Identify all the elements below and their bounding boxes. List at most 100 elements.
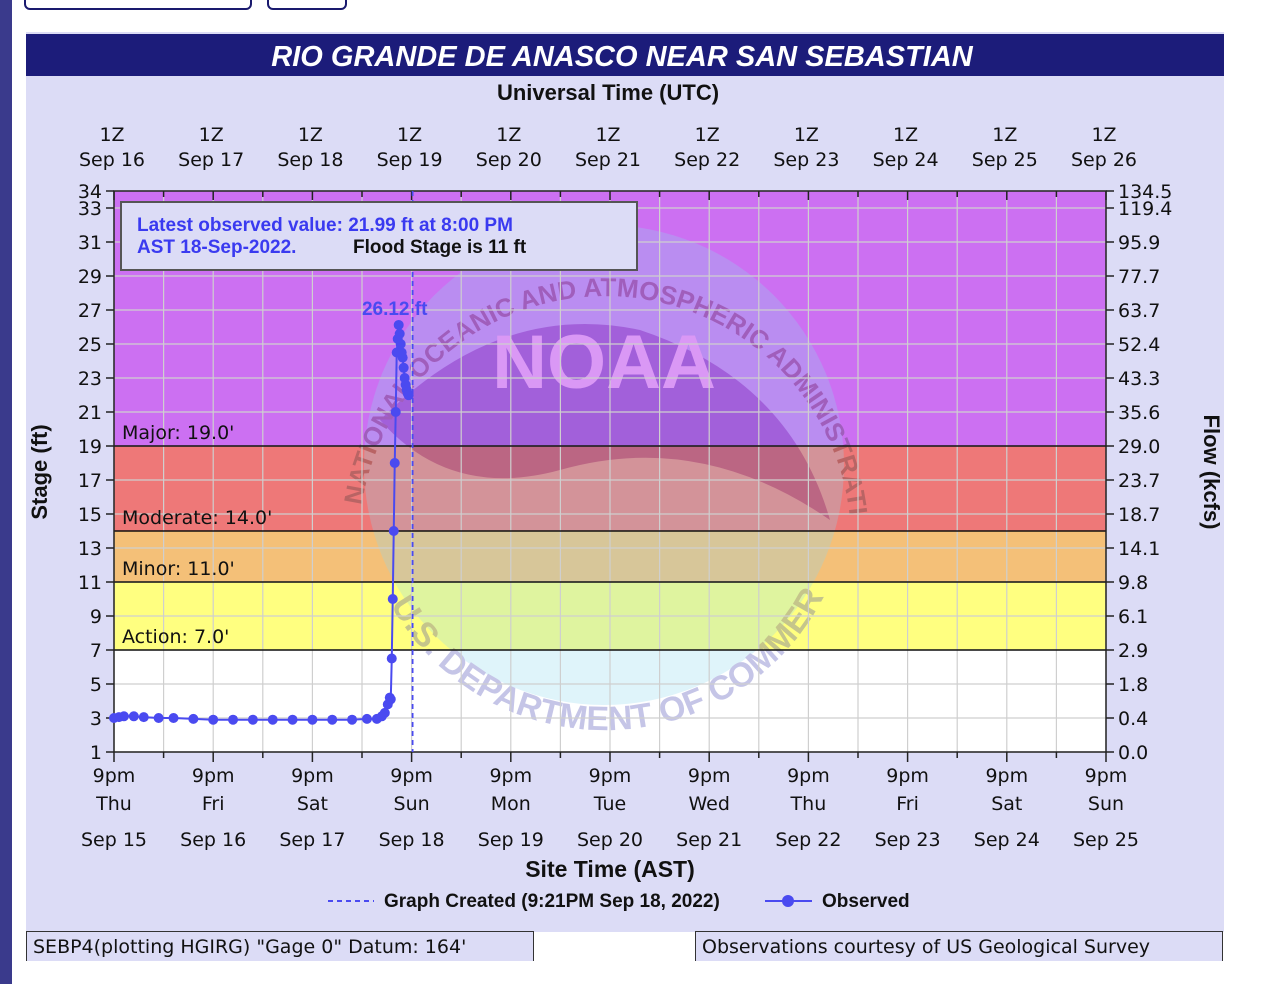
x-tick-label: 9pm [688,765,731,787]
x-tick-label: 9pm [787,765,830,787]
observed-point [347,714,358,725]
observed-point [247,714,258,725]
flood-stage-text: Flood Stage is 11 ft [353,237,527,258]
observed-point [307,714,318,725]
x-tick-date: Sep 18 [379,829,445,851]
top-nav-button[interactable] [267,0,347,10]
x-top-tick-date: Sep 24 [873,149,939,171]
y2-tick-label: 1.8 [1118,674,1148,696]
x-top-tick-date: Sep 16 [79,149,145,171]
x-tick-date: Sep 23 [875,829,941,851]
y2-tick-label: 77.7 [1118,266,1160,288]
observed-point [138,712,149,723]
y2-tick-label: 18.7 [1118,504,1160,526]
y2-tick-label: 35.6 [1118,402,1160,424]
y-tick-label: 1 [90,742,102,764]
y-tick-label: 33 [78,198,102,220]
x-top-tick-label: 1Z [794,124,819,146]
x-tick-label: 9pm [1085,765,1128,787]
observed-point [118,711,129,722]
y2-tick-label: 0.0 [1118,742,1148,764]
y2-tick-label: 134.5 [1118,181,1172,203]
y-tick-label: 25 [78,334,102,356]
latest-value-date: AST 18-Sep-2022. [137,237,296,258]
y-tick-label: 23 [78,368,102,390]
page-left-bar [0,0,12,984]
title-bar [26,34,1224,76]
x-tick-label: 9pm [93,765,136,787]
legend-graph-created: Graph Created (9:21PM Sep 18, 2022) [384,891,720,912]
y2-tick-label: 43.3 [1118,368,1160,390]
x-tick-day: Fri [896,793,919,815]
y2-tick-label: 29.0 [1118,436,1160,458]
y-tick-label: 19 [78,436,102,458]
observed-point [395,339,406,349]
x-tick-date: Sep 15 [81,829,147,851]
legend-series-name: Observed [822,891,910,912]
observed-point [389,458,400,468]
flood-label-major: Major: 19.0' [122,422,234,444]
y-tick-label: 29 [78,266,102,288]
y-tick-label: 34 [78,181,102,203]
y-tick-label: 31 [78,232,102,254]
y2-tick-label: 0.4 [1118,708,1148,730]
chart-title: RIO GRANDE DE ANASCO NEAR SAN SEBASTIAN [271,41,973,73]
x-top-tick-date: Sep 23 [773,149,839,171]
observed-point [403,390,414,401]
latest-value-text: Latest observed value: 21.99 ft at 8:00 … [137,215,513,236]
flood-label-minor: Minor: 11.0' [122,558,235,580]
x-tick-day: Thu [790,793,827,815]
y-tick-label: 7 [90,640,102,662]
flood-label-action: Action: 7.0' [122,626,229,648]
flood-label-moderate: Moderate: 14.0' [122,507,272,529]
observed-point [168,713,179,723]
x-top-tick-date: Sep 19 [377,149,443,171]
watermark-center-text: NOAA [492,320,716,405]
x-tick-label: 9pm [390,765,433,787]
legend-series-marker [782,895,794,907]
observed-point [394,328,405,339]
y2-tick-label: 2.9 [1118,640,1148,662]
x-tick-label: 9pm [291,765,334,787]
observed-point [398,362,409,373]
observed-point [153,713,164,723]
y-tick-label: 15 [78,504,102,526]
x-tick-day: Sat [991,793,1022,815]
observed-point [388,526,399,536]
x-top-tick-label: 1Z [893,124,918,146]
peak-label: 26.12 ft [362,299,428,320]
watermark-gull [380,324,830,520]
y2-tick-label: 52.4 [1118,334,1160,356]
observed-point [385,694,396,705]
observed-point [287,714,298,725]
x-tick-day: Fri [202,793,225,815]
y-tick-label: 5 [90,674,102,696]
observed-point [228,714,239,725]
x-tick-label: 9pm [589,765,632,787]
x-tick-date: Sep 25 [1073,829,1139,851]
x-top-tick-label: 1Z [1091,124,1116,146]
top-nav-button[interactable] [24,0,252,10]
y2-tick-label: 6.1 [1118,606,1148,628]
y-tick-label: 3 [90,708,102,730]
x-top-tick-label: 1Z [199,124,224,146]
x-top-tick-date: Sep 25 [972,149,1038,171]
y2-tick-label: 63.7 [1118,300,1160,322]
x-tick-date: Sep 24 [974,829,1040,851]
x-tick-date: Sep 16 [180,829,246,851]
y-tick-label: 9 [90,606,102,628]
x-tick-label: 9pm [489,765,532,787]
gage-datum-note: SEBP4(plotting HGIRG) "Gage 0" Datum: 16… [26,931,534,961]
x-tick-day: Thu [95,793,132,815]
x-tick-label: 9pm [886,765,929,787]
y2-tick-label: 119.4 [1118,198,1172,220]
y2-tick-label: 9.8 [1118,572,1148,594]
x-tick-date: Sep 22 [775,829,841,851]
x-tick-day: Wed [688,793,729,815]
x-tick-date: Sep 20 [577,829,643,851]
observed-point [390,407,401,417]
observed-point [267,714,278,725]
y-tick-label: 13 [78,538,102,560]
y2-tick-label: 95.9 [1118,232,1160,254]
